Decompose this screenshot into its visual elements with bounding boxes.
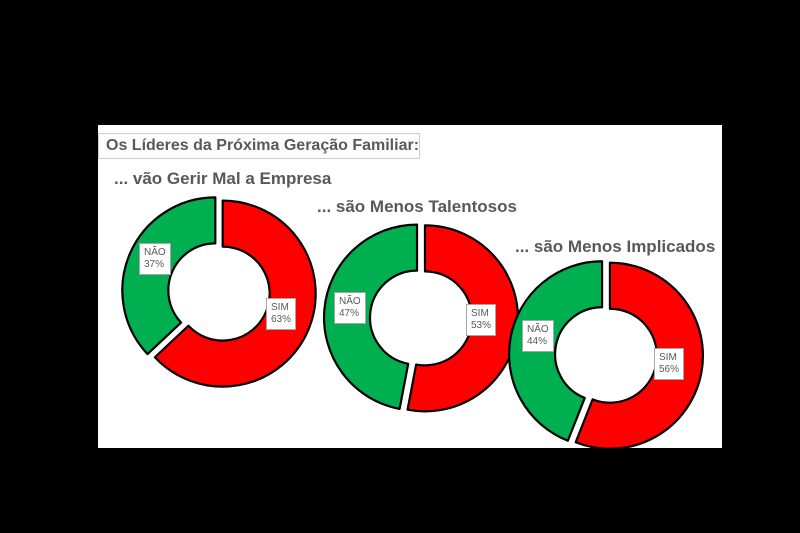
- data-label-percent: 56%: [659, 364, 680, 375]
- donut-subtitle-menos-talentosos: ... são Menos Talentosos: [317, 197, 517, 216]
- data-label-name: NÃO: [339, 296, 361, 307]
- data-label-nao: NÃO 47%: [334, 292, 366, 324]
- donut-subtitle-gerir-mal: ... vão Gerir Mal a Empresa: [114, 169, 332, 188]
- donut-chart-menos-implicados: [507, 260, 704, 450]
- donut-slice-não: [322, 223, 419, 411]
- data-label-name: SIM: [271, 302, 289, 313]
- data-label-nao: NÃO 44%: [522, 320, 554, 352]
- donut-chart-menos-talentosos: [322, 223, 520, 413]
- chart-image-canvas: Os Líderes da Próxima Geração Familiar: …: [98, 125, 722, 450]
- data-label-percent: 37%: [144, 259, 165, 270]
- data-label-percent: 53%: [471, 320, 492, 331]
- chart-title-box: Os Líderes da Próxima Geração Familiar:: [98, 133, 420, 159]
- donut-panel-menos-talentosos: NÃO 47% SIM 53%: [321, 218, 521, 418]
- data-label-name: NÃO: [527, 324, 549, 335]
- donut-slice-sim: [406, 224, 520, 413]
- chart-title: Os Líderes da Próxima Geração Familiar:: [106, 137, 420, 154]
- donut-slice-não: [121, 196, 217, 356]
- data-label-percent: 63%: [271, 314, 292, 325]
- data-label-name: SIM: [659, 352, 677, 363]
- donut-chart-gerir-mal: [121, 196, 317, 388]
- data-label-sim: SIM 53%: [466, 304, 497, 336]
- donut-slice-não: [507, 260, 604, 442]
- donut-slice-sim: [574, 261, 704, 450]
- donut-slice-sim: [153, 199, 317, 388]
- donut-panel-menos-implicados: NÃO 44% SIM 56%: [506, 255, 706, 455]
- data-label-sim: SIM 56%: [654, 348, 685, 380]
- data-label-name: SIM: [471, 308, 489, 319]
- donut-panel-gerir-mal: NÃO 37% SIM 63%: [119, 192, 319, 392]
- donut-subtitle-menos-implicados: ... são Menos Implicados: [515, 237, 716, 256]
- data-label-percent: 44%: [527, 336, 548, 347]
- data-label-sim: SIM 63%: [266, 298, 297, 330]
- data-label-name: NÃO: [144, 247, 166, 258]
- data-label-percent: 47%: [339, 308, 360, 319]
- data-label-nao: NÃO 37%: [139, 243, 171, 275]
